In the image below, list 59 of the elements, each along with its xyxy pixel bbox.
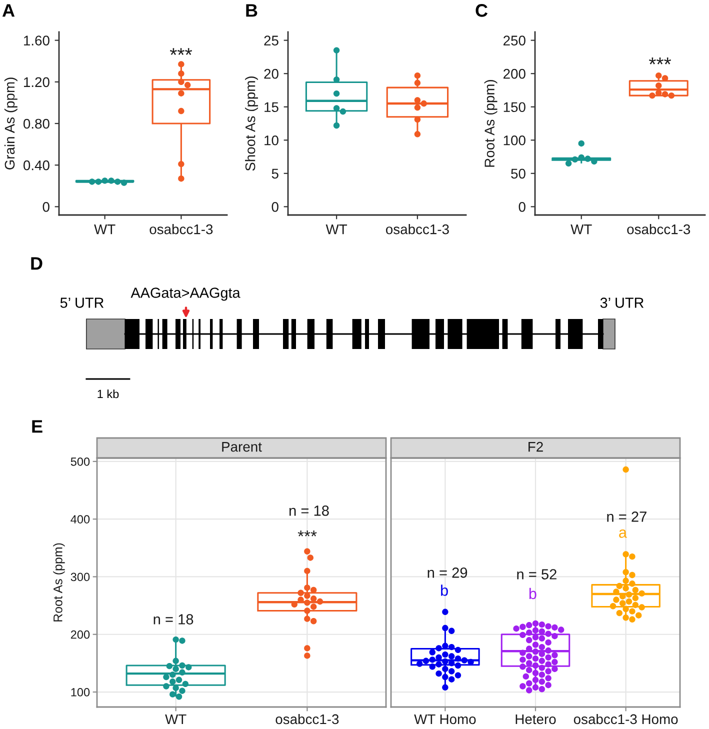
x-tick-label: osabcc1-3	[386, 224, 449, 234]
y-tick-label: 150	[504, 102, 526, 112]
text: 5’ UTR	[60, 298, 104, 308]
annotation: n = 52	[517, 569, 556, 580]
y-tick-label: 300	[70, 572, 90, 582]
annotation: a	[619, 529, 627, 538]
y-axis-title: Root As (ppm)	[53, 543, 65, 622]
y-tick-label: 250	[504, 36, 526, 46]
chart-title: A	[2, 4, 15, 17]
y-tick-label: 1.60	[24, 36, 50, 46]
annotation: n = 27	[607, 512, 646, 522]
x-tick-label: osabcc1-3 Homo	[574, 714, 678, 724]
y-tick-label: 0	[42, 202, 50, 212]
y-tick-label: 5	[272, 168, 278, 179]
text: 3’ UTR	[600, 298, 644, 308]
y-tick-label: 50	[511, 168, 526, 179]
y-tick-label: 500	[70, 457, 90, 466]
x-tick-label: osabcc1-3	[627, 224, 690, 234]
y-tick-label: 100	[504, 135, 526, 146]
chart-subtitle: Parent	[222, 442, 262, 452]
x-tick-label: osabcc1-3	[276, 714, 339, 724]
y-tick-label: 400	[70, 515, 90, 524]
x-tick-label: WT	[326, 224, 348, 234]
x-tick-label: osabcc1-3	[150, 224, 213, 234]
annotation: ***	[298, 530, 317, 536]
x-tick-label: WT	[94, 224, 116, 234]
y-axis-title: Grain As (ppm)	[4, 78, 18, 170]
annotation: n = 18	[154, 614, 194, 624]
y-tick-label: 20	[264, 68, 278, 79]
y-tick-label: 100	[71, 688, 90, 696]
y-tick-label: 0.40	[23, 160, 50, 170]
x-tick-label: Hetero	[516, 714, 556, 724]
y-tick-label: 200	[70, 630, 90, 639]
annotation: b	[441, 584, 448, 596]
y-tick-label: 0	[272, 202, 278, 212]
annotation: ***	[170, 48, 192, 55]
chart-title: E	[32, 420, 42, 433]
y-tick-label: 15	[264, 102, 278, 112]
x-tick-label: WT	[165, 714, 186, 724]
annotation: n = 18	[289, 506, 329, 516]
y-axis-title: Root As (ppm)	[484, 80, 498, 167]
x-tick-label: WT	[570, 224, 592, 234]
y-tick-label: 25	[264, 36, 278, 46]
text: D	[31, 257, 42, 270]
x-tick-label: WT Homo	[414, 714, 476, 724]
y-tick-label: 10	[264, 135, 278, 146]
chart-subtitle: F2	[528, 442, 543, 452]
chart-title: B	[246, 4, 258, 17]
annotation: n = 29	[428, 568, 468, 578]
text: 1 kb	[98, 389, 119, 398]
annotation: ***	[648, 58, 672, 64]
chart-title: C	[476, 4, 488, 17]
y-tick-label: 0.80	[23, 118, 50, 129]
annotation: b	[529, 588, 536, 600]
text: AAGata>AAGgta	[130, 288, 240, 301]
y-tick-label: 1.20	[24, 77, 50, 88]
y-axis-title: Shoot As (ppm)	[245, 76, 258, 171]
y-tick-label: 200	[504, 68, 526, 79]
y-tick-label: 0	[518, 202, 526, 212]
